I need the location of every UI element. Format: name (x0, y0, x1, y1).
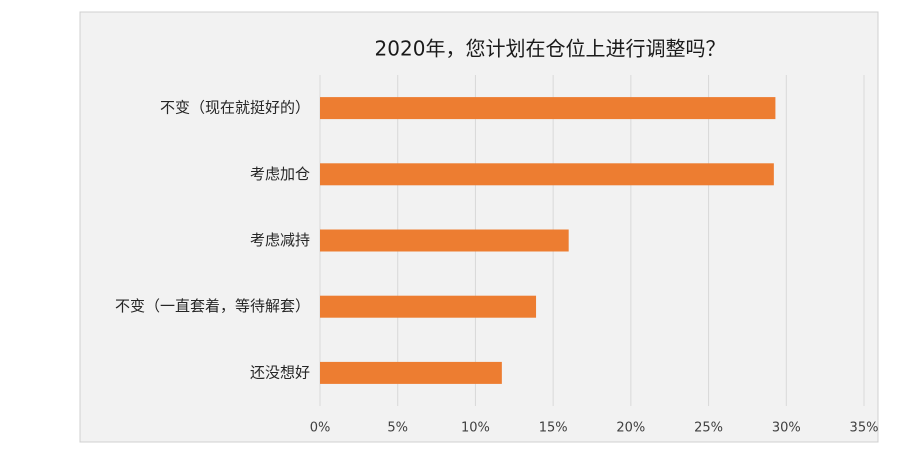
y-tick-label: 不变（一直套着，等待解套） (115, 297, 310, 315)
bar (320, 97, 776, 120)
y-tick-label: 不变（现在就挺好的） (160, 99, 310, 117)
x-tick-label: 15% (539, 421, 568, 436)
x-tick-label: 35% (850, 421, 879, 436)
y-tick-label: 考虑减持 (250, 231, 310, 249)
x-tick-label: 20% (616, 421, 645, 436)
bar (320, 361, 502, 384)
y-tick-label: 还没想好 (250, 363, 310, 381)
bar (320, 229, 569, 252)
x-tick-label: 30% (772, 421, 801, 436)
bar (320, 295, 537, 318)
x-tick-label: 5% (387, 421, 408, 436)
x-tick-label: 25% (694, 421, 723, 436)
bar (320, 163, 774, 186)
y-tick-label: 考虑加仓 (250, 165, 310, 183)
x-tick-label: 10% (461, 421, 490, 436)
x-tick-label: 0% (310, 421, 331, 436)
chart-title: 2020年，您计划在仓位上进行调整吗？ (375, 37, 726, 61)
